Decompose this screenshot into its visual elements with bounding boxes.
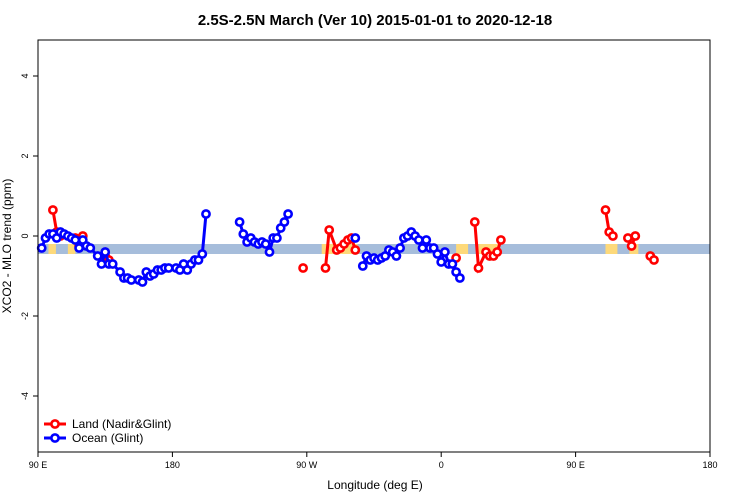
legend-label: Land (Nadir&Glint) [72, 417, 171, 431]
data-point [495, 235, 506, 245]
data-point [600, 205, 611, 215]
x-tick-label: 0 [439, 460, 444, 470]
data-point [320, 263, 331, 273]
data-point [447, 259, 458, 269]
land-patch [67, 244, 76, 254]
data-point [126, 275, 137, 285]
data-point [238, 229, 249, 239]
data-point [492, 247, 503, 257]
legend-marker [50, 433, 60, 443]
data-point [350, 233, 361, 243]
series-1 [36, 209, 465, 287]
data-point [630, 231, 641, 241]
y-tick-label: -2 [20, 312, 30, 320]
data-point [432, 249, 443, 259]
data-point [279, 217, 290, 227]
data-point [350, 245, 361, 255]
data-point [623, 233, 633, 243]
plot-frame [37, 39, 711, 453]
y-tick-label: -4 [20, 392, 30, 400]
legend-marker [50, 419, 60, 429]
data-point [100, 247, 111, 257]
data-point [70, 235, 81, 245]
data-point [197, 249, 208, 259]
x-axis-label: Longitude (deg E) [327, 478, 422, 492]
x-tick-label: 180 [702, 460, 717, 470]
data-point [92, 251, 103, 261]
land-patch [605, 244, 618, 254]
data-point [234, 217, 245, 227]
plot-area: 90 E 180 90 W 0 90 E 180 -4 -2 0 2 4 Land (Nadir&Gl… [20, 39, 718, 470]
data-point [324, 225, 335, 235]
data-point [201, 209, 211, 219]
reference-band [38, 244, 710, 254]
data-point [469, 217, 480, 227]
x-tick-label: 90 E [566, 460, 585, 470]
data-point [436, 257, 447, 267]
data-point [357, 261, 368, 271]
data-point [391, 251, 402, 261]
data-point [260, 239, 271, 249]
legend-label: Ocean (Glint) [72, 431, 143, 445]
land-patch [456, 244, 469, 254]
data-point [298, 263, 308, 273]
data-point [264, 247, 275, 257]
chart-title: 2.5S-2.5N March (Ver 10) 2015-01-01 to 2… [198, 12, 552, 29]
x-tick-label: 90 E [29, 460, 48, 470]
data-point [413, 235, 424, 245]
data-point [473, 263, 484, 273]
data-point [649, 255, 659, 265]
land-patch [48, 244, 56, 254]
data-point [271, 233, 282, 243]
data-point [74, 243, 84, 253]
x-tick-label: 90 W [296, 460, 318, 470]
data-point [439, 247, 450, 257]
y-axis-label: XCO2 - MLO trend (ppm) [0, 179, 14, 314]
data-point [85, 243, 96, 253]
data-point [36, 243, 47, 253]
y-tick-label: 2 [20, 153, 30, 158]
data-point [137, 277, 148, 287]
data-point [421, 235, 432, 245]
data-point [395, 243, 405, 253]
data-point [417, 243, 428, 253]
data-point [283, 209, 293, 219]
y-tick-label: 0 [20, 233, 30, 238]
data-point [107, 259, 118, 269]
x-tick-label: 180 [165, 460, 180, 470]
y-tick-label: 4 [20, 73, 30, 78]
data-point [626, 241, 637, 251]
data-point [608, 231, 618, 241]
data-point [454, 273, 465, 283]
data-point [48, 205, 58, 215]
